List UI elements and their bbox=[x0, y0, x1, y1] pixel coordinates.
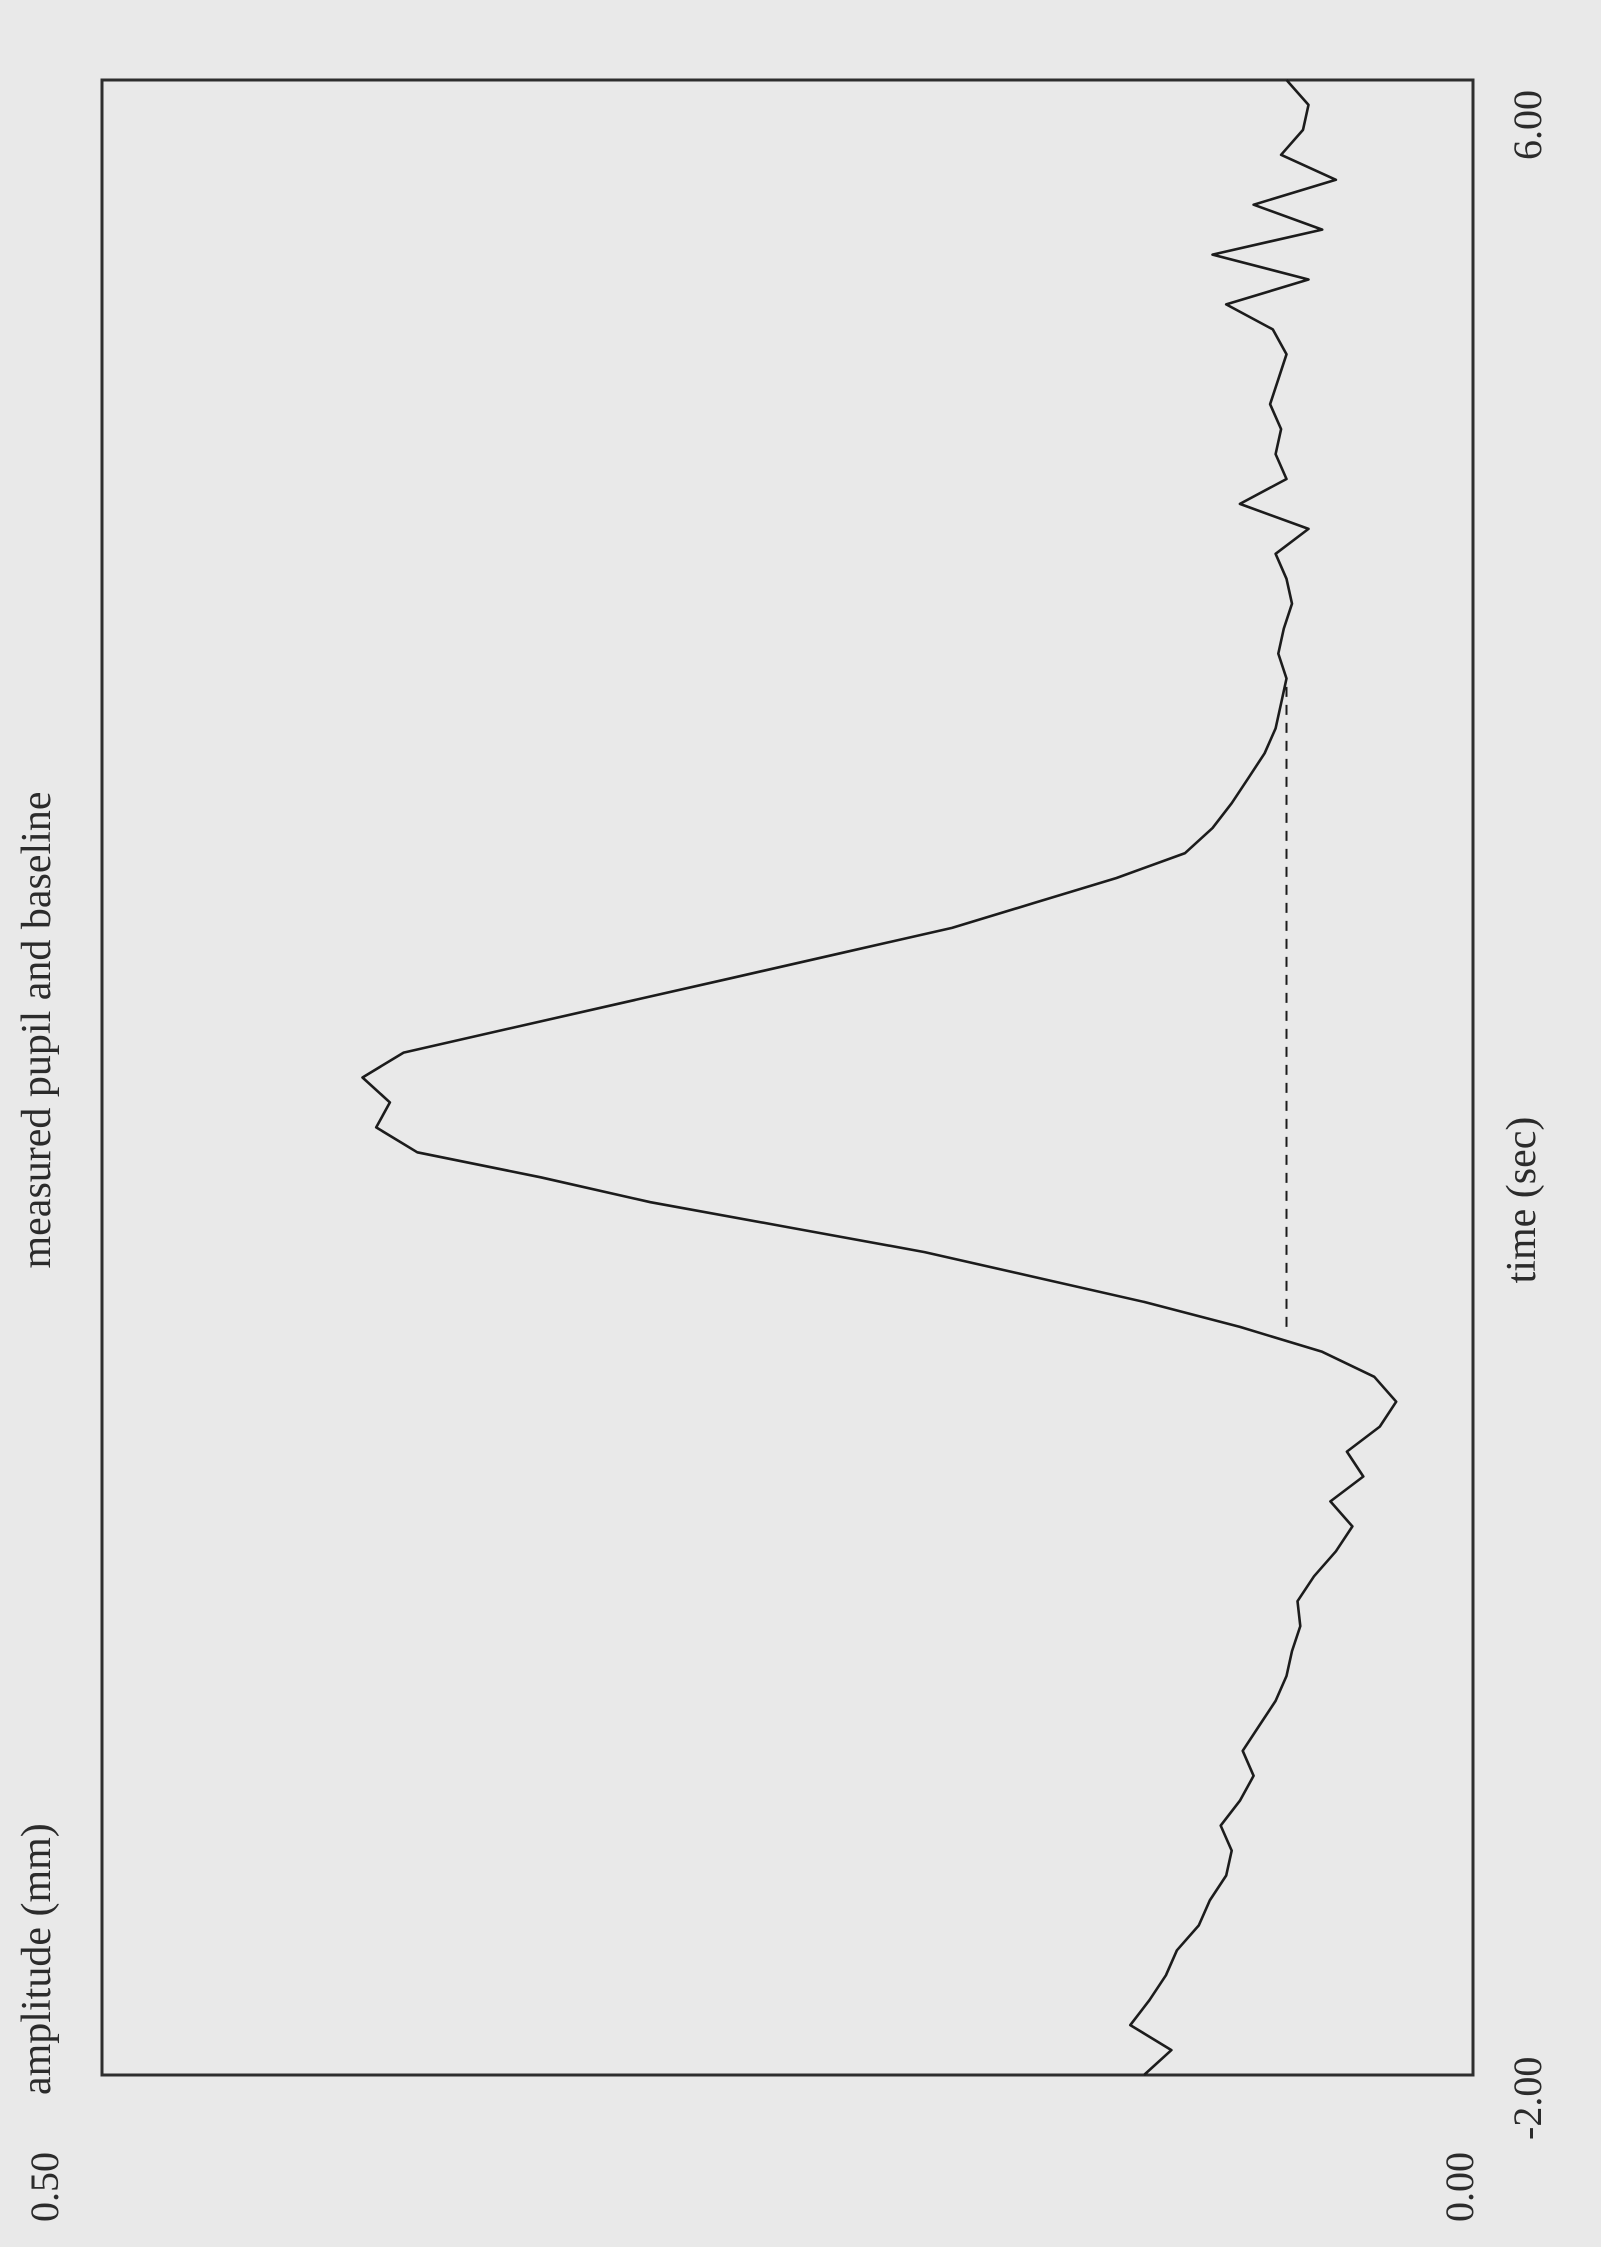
y-tick-label-max: 0.50 bbox=[22, 2152, 67, 2222]
x-tick-label-max: 6.00 bbox=[1505, 90, 1550, 160]
y-tick-label-min: 0.00 bbox=[1437, 2152, 1482, 2222]
plot-frame bbox=[100, 78, 1475, 2077]
chart-title: measured pupil and baseline bbox=[14, 791, 60, 1268]
pupil-series-line bbox=[361, 79, 1398, 2076]
series-layer bbox=[361, 79, 1398, 2076]
x-axis-label: time (sec) bbox=[1499, 1117, 1545, 1284]
x-tick-label-min: -2.00 bbox=[1505, 2057, 1550, 2140]
y-axis-label: amplitude (mm) bbox=[14, 1823, 60, 2095]
